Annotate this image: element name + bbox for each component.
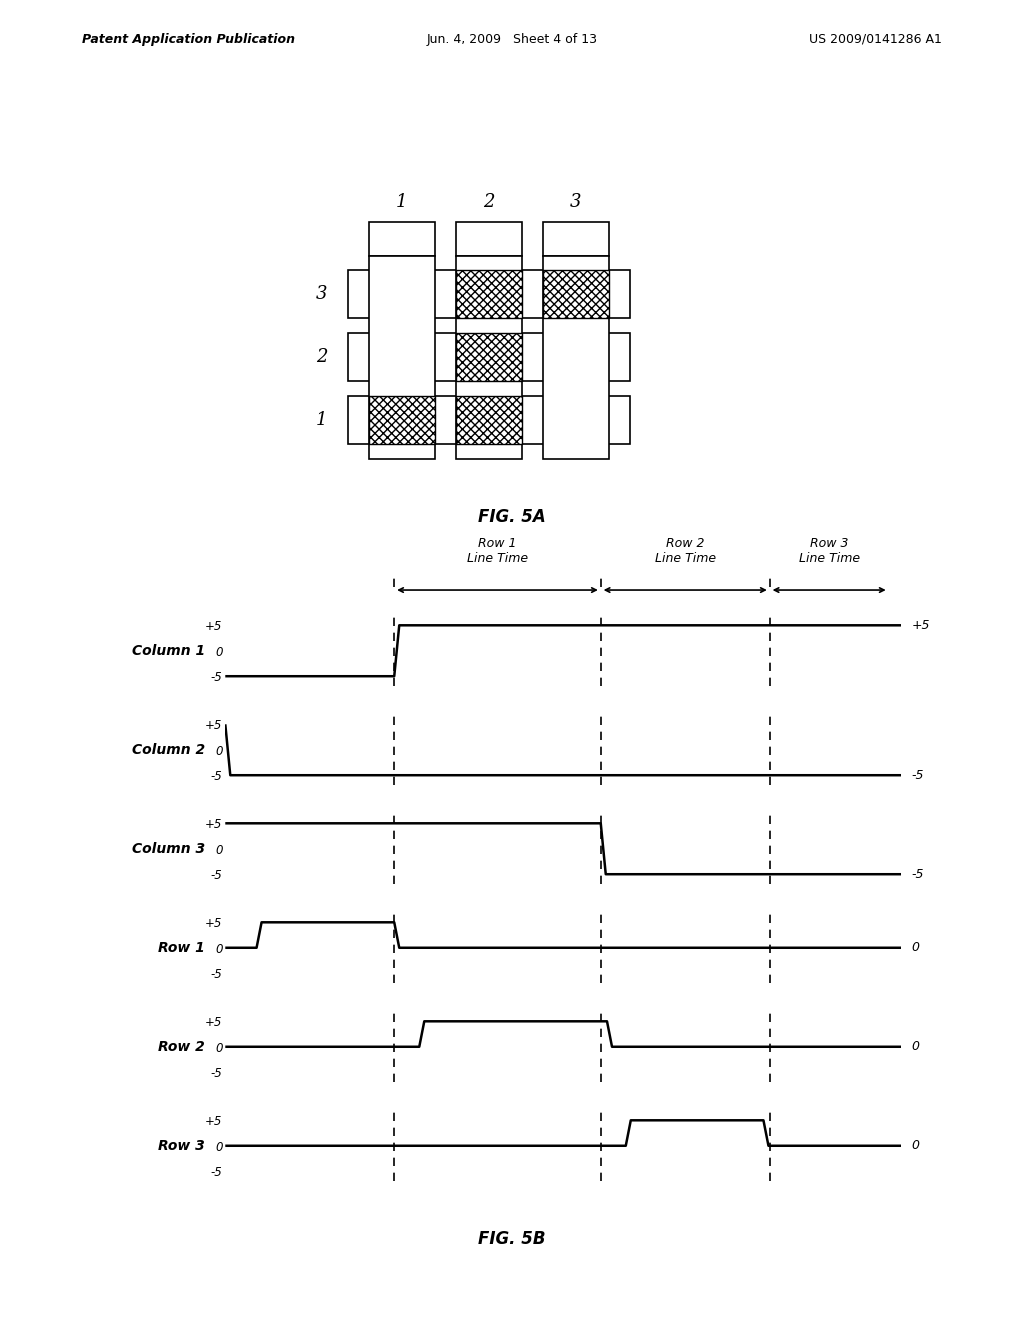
Text: US 2009/0141286 A1: US 2009/0141286 A1 bbox=[809, 33, 942, 46]
Text: 0: 0 bbox=[911, 1040, 920, 1053]
Text: FIG. 5B: FIG. 5B bbox=[478, 1230, 546, 1249]
Text: -5: -5 bbox=[911, 768, 924, 781]
Text: 0: 0 bbox=[911, 1139, 920, 1152]
Bar bbox=[369, 256, 435, 459]
Bar bbox=[348, 333, 630, 381]
Text: Jun. 4, 2009   Sheet 4 of 13: Jun. 4, 2009 Sheet 4 of 13 bbox=[427, 33, 597, 46]
Text: 2: 2 bbox=[483, 193, 495, 211]
Text: FIG. 5A: FIG. 5A bbox=[478, 508, 546, 527]
Text: 2: 2 bbox=[316, 348, 328, 366]
Text: 1: 1 bbox=[396, 193, 408, 211]
Text: Column 1: Column 1 bbox=[132, 644, 205, 657]
Bar bbox=[543, 222, 609, 256]
Text: 0: 0 bbox=[911, 941, 920, 954]
Bar bbox=[348, 271, 630, 318]
Text: Row 1
Line Time: Row 1 Line Time bbox=[467, 537, 528, 565]
Text: 3: 3 bbox=[570, 193, 582, 211]
Text: Row 2: Row 2 bbox=[158, 1040, 205, 1053]
Text: Column 3: Column 3 bbox=[132, 842, 205, 855]
Bar bbox=[543, 271, 609, 318]
Text: +5: +5 bbox=[911, 619, 930, 632]
Text: 1: 1 bbox=[316, 411, 328, 429]
Bar bbox=[456, 396, 522, 444]
Text: Row 3
Line Time: Row 3 Line Time bbox=[799, 537, 860, 565]
Bar bbox=[456, 333, 522, 381]
Bar bbox=[456, 222, 522, 256]
Bar bbox=[456, 256, 522, 459]
Text: -5: -5 bbox=[911, 867, 924, 880]
Text: Row 3: Row 3 bbox=[158, 1139, 205, 1152]
Text: Row 1: Row 1 bbox=[158, 941, 205, 954]
Bar bbox=[543, 256, 609, 459]
Bar bbox=[369, 396, 435, 444]
Bar bbox=[348, 396, 630, 444]
Text: 3: 3 bbox=[316, 285, 328, 304]
Bar bbox=[456, 271, 522, 318]
Bar bbox=[369, 222, 435, 256]
Text: Patent Application Publication: Patent Application Publication bbox=[82, 33, 295, 46]
Text: Row 2
Line Time: Row 2 Line Time bbox=[654, 537, 716, 565]
Text: Column 2: Column 2 bbox=[132, 743, 205, 756]
